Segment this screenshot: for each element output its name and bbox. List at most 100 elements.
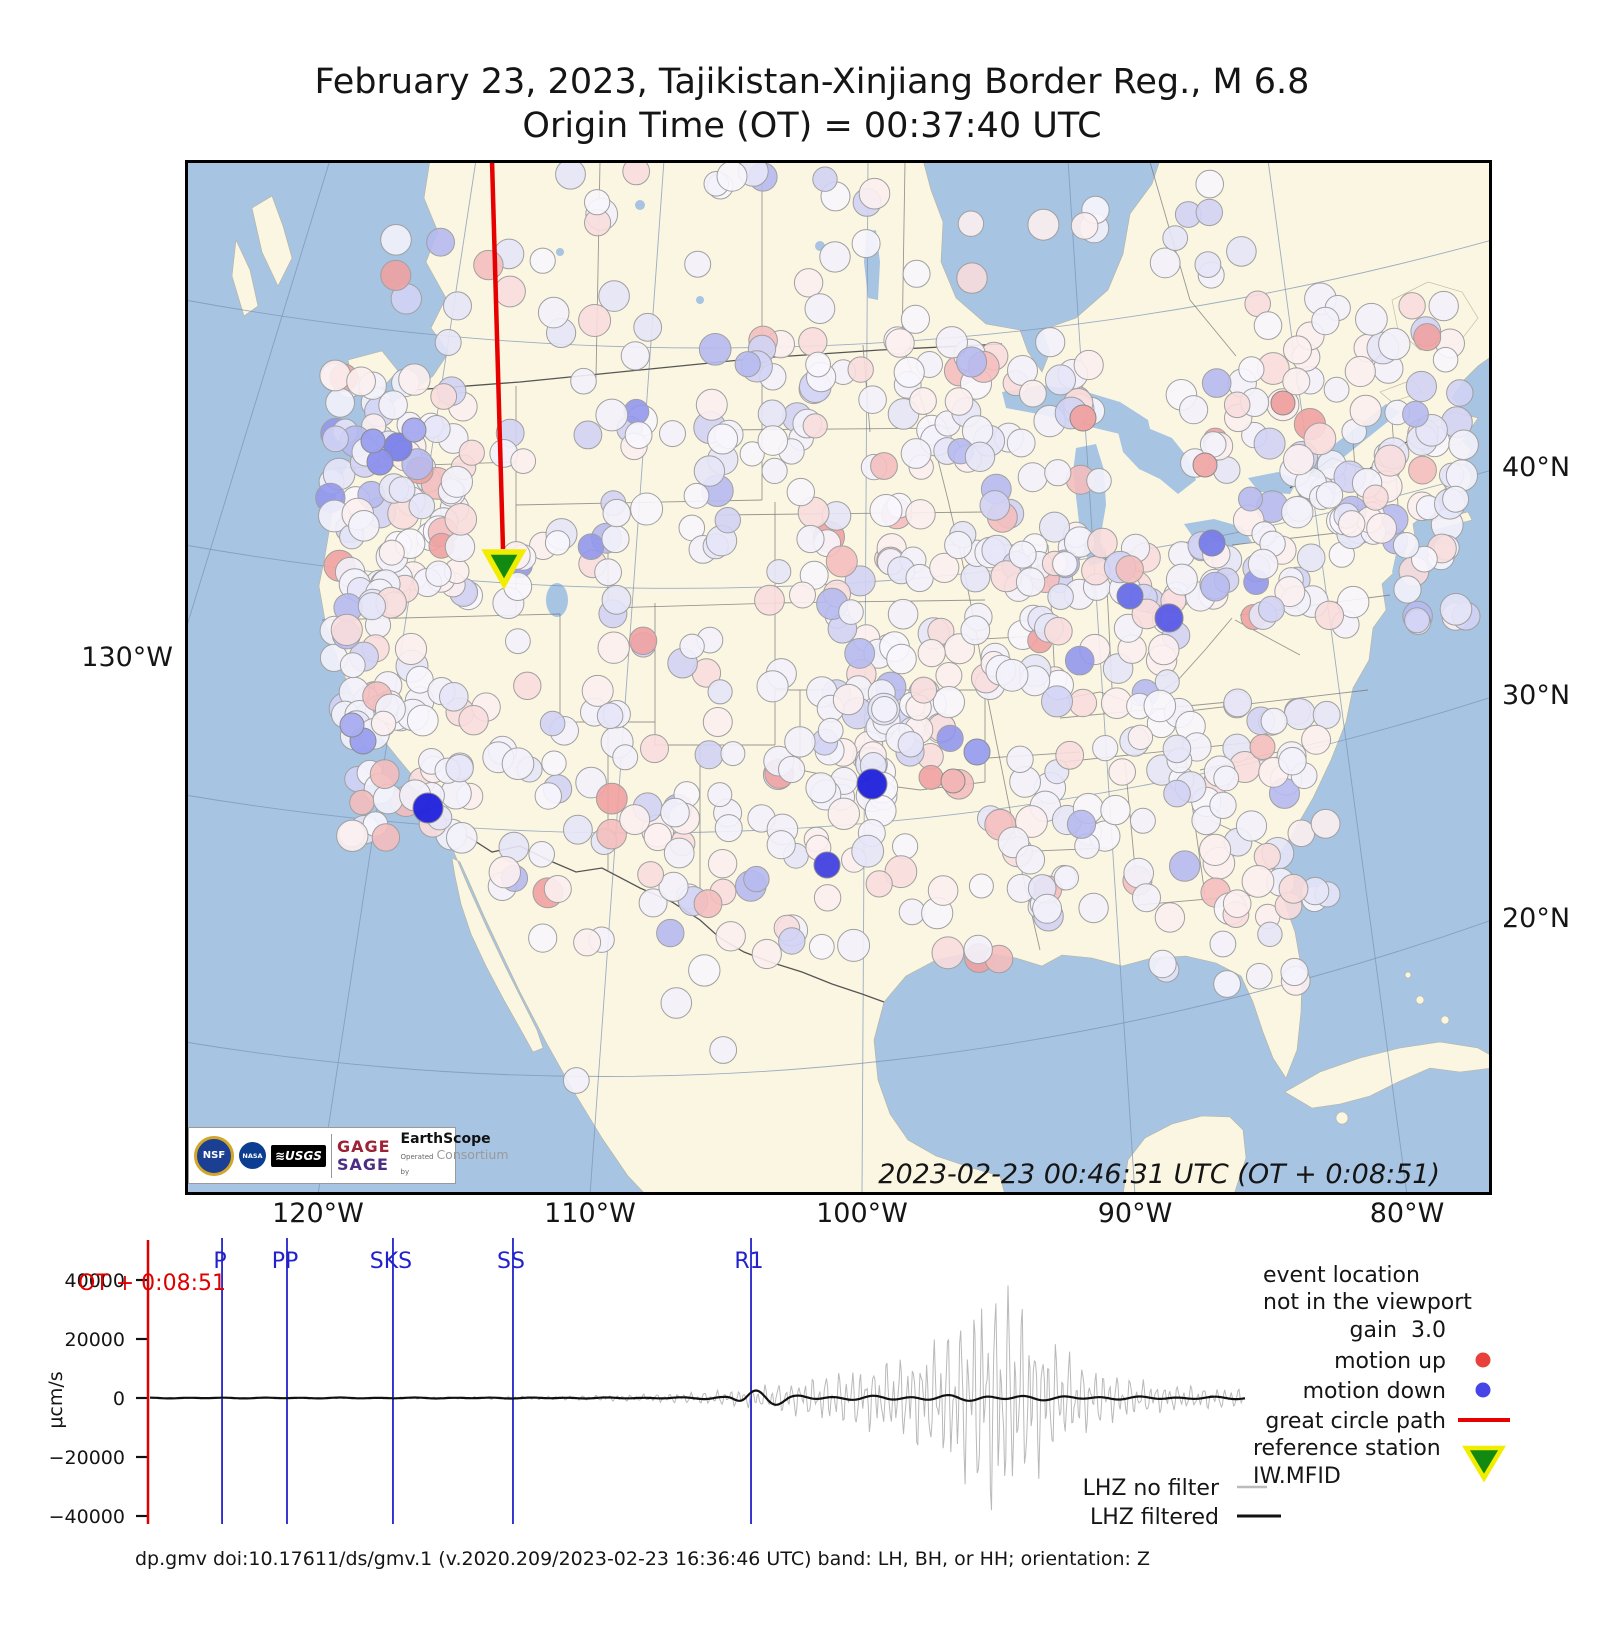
station-marker [1201,368,1232,398]
state-border [321,613,561,621]
station-marker [784,726,816,758]
station-marker [1428,290,1459,322]
station-marker [808,933,835,960]
station-marker [1044,616,1073,646]
station-marker [1213,765,1240,792]
station-marker [539,710,566,737]
legend-motion-down: motion down [1303,1379,1446,1404]
station-marker [869,494,903,527]
station-marker [707,782,733,808]
station-marker [963,934,993,965]
station-marker [1301,724,1332,755]
station-marker [695,388,728,421]
station-marker [960,615,991,646]
station-marker [398,363,431,396]
station-marker [720,741,746,767]
station-marker [596,818,627,850]
legend-reference-code: IW.MFID [1253,1464,1341,1489]
y-tick-label: 40000 [65,1270,125,1292]
station-marker [1404,607,1430,634]
station-marker [1148,949,1177,979]
station-marker [1249,734,1276,760]
station-marker [1287,819,1316,848]
station-marker [1283,335,1312,365]
station-marker [757,399,787,429]
station-marker [371,823,401,852]
station-marker [405,665,434,694]
station-marker [1223,391,1251,419]
lon-label-120w: 120°W [272,1198,364,1229]
bahamas-island [1404,971,1412,979]
station-marker-notable [401,417,427,443]
small-lake [635,200,645,210]
yucatan [1122,1115,1247,1195]
station-marker [1311,306,1340,336]
station-marker [1006,745,1034,773]
phase-arrival-markers: P PP SKS SS R1 [213,1238,764,1524]
station-marker [1195,198,1224,227]
station-marker [757,425,789,456]
lon-label-130w: 130°W [81,642,173,673]
station-marker [1068,688,1098,718]
station-marker [1027,208,1060,241]
station-marker [1044,459,1072,487]
station-marker [1303,422,1337,456]
station-marker [658,871,689,902]
station-marker [543,875,572,903]
station-marker [601,584,632,615]
station-marker [756,670,789,703]
legend-raw: LHZ no filter [1083,1476,1220,1501]
station-marker [612,744,639,771]
figure-title: February 23, 2023, Tajikistan-Xinjiang B… [0,60,1624,148]
lon-label-100w: 100°W [816,1198,908,1229]
station-marker [633,312,663,342]
y-tick-label: −20000 [49,1447,125,1469]
station-marker [1162,734,1192,764]
station-marker [936,724,964,753]
bahamas-island [1415,995,1425,1005]
station-marker [1032,893,1063,924]
lon-label-90w: 90°W [1097,1198,1173,1229]
station-marker [1374,444,1407,477]
station-marker [944,387,974,416]
state-border [1149,161,1237,357]
station-marker [1310,808,1341,839]
station-marker [957,210,985,237]
station-marker [905,563,934,593]
station-marker [380,259,412,291]
station-marker [562,1067,590,1094]
station-marker [944,530,973,560]
station-marker-notable [1154,603,1184,633]
station-marker [1445,459,1479,492]
station-marker [624,421,653,450]
station-marker [898,898,926,926]
station-marker-notable [1069,404,1097,432]
station-marker [663,837,695,869]
station-marker [778,755,806,784]
station-marker-notable [813,851,841,879]
station-marker [513,671,542,700]
logo-divider [330,1133,332,1178]
station-marker [1446,379,1474,407]
station-marker [446,822,478,854]
legend-motion-up: motion up [1334,1349,1446,1374]
station-marker [707,679,733,705]
station-marker [714,814,743,843]
station-marker [1169,850,1201,882]
station-marker [832,683,865,716]
station-marker [602,498,631,528]
station-marker [817,717,844,744]
motion-down-dot-icon [1475,1382,1491,1398]
station-marker [1283,444,1315,476]
station-marker [339,652,366,679]
station-marker [827,797,860,830]
station-marker [1073,349,1104,381]
station-marker [660,987,693,1019]
station-marker [595,398,629,432]
station-marker [709,1036,738,1064]
station-marker [573,420,603,450]
motion-up-dot-icon [1475,1352,1491,1368]
station-marker [887,598,919,630]
station-marker [1314,600,1345,630]
